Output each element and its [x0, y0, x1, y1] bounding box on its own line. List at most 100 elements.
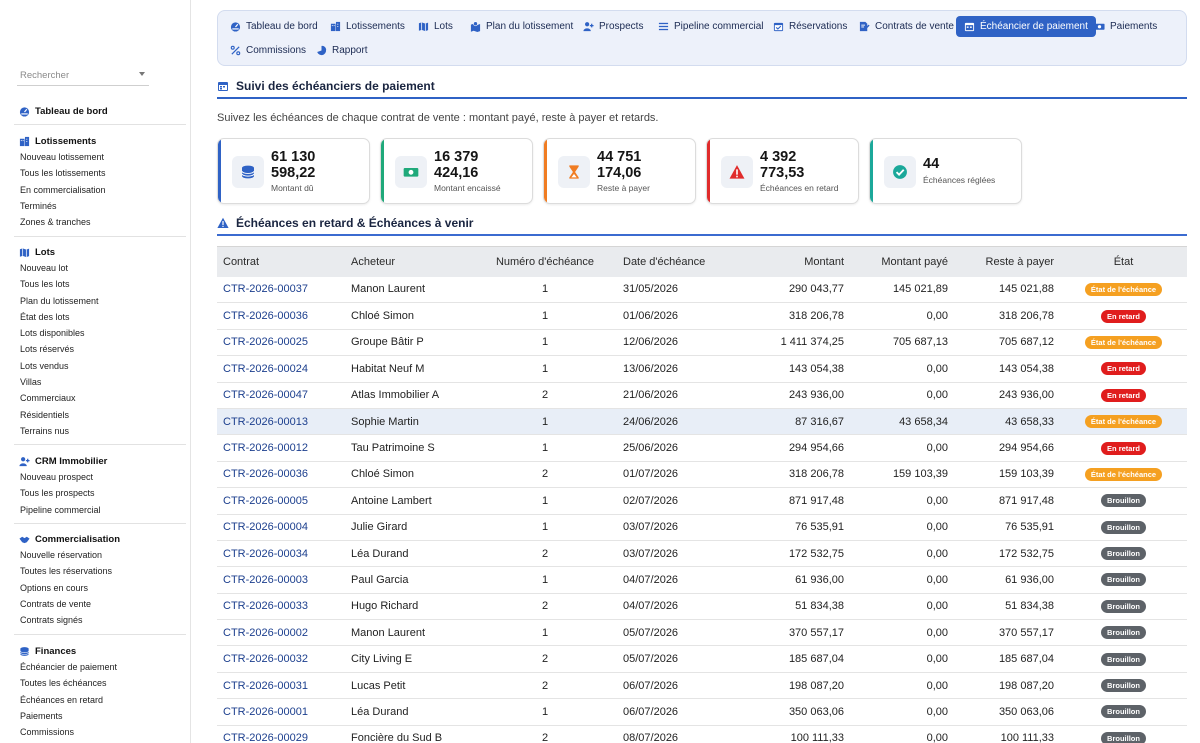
tab-1[interactable]: Lotissements: [322, 16, 413, 37]
chevron-down-icon[interactable]: [139, 72, 145, 76]
tab-8[interactable]: Échéancier de paiement: [956, 16, 1096, 37]
sidebar-item[interactable]: Échéancier de paiement: [20, 662, 118, 672]
contract-link[interactable]: CTR-2026-00004: [223, 521, 308, 534]
contract-link[interactable]: CTR-2026-00032: [223, 653, 308, 666]
tab-11[interactable]: Rapport: [308, 40, 376, 61]
sidebar-item[interactable]: Nouveau lot: [20, 263, 69, 273]
sidebar-item[interactable]: Échéances en retard: [20, 694, 104, 705]
table-row[interactable]: CTR-2026-00024 Habitat Neuf M 1 13/06/20…: [217, 355, 1187, 383]
col-numero[interactable]: Numéro d'échéance: [473, 246, 617, 277]
sidebar-item[interactable]: Commerciaux: [20, 393, 76, 404]
sidebar-item[interactable]: Tous les prospects: [20, 488, 95, 499]
sidebar-item[interactable]: Résidentiels: [20, 409, 70, 420]
contract-link[interactable]: CTR-2026-00047: [223, 389, 308, 402]
contract-link[interactable]: CTR-2026-00003: [223, 573, 308, 586]
sidebar-item[interactable]: Toutes les réservations: [20, 566, 113, 577]
sidebar-item[interactable]: Terrains nus: [20, 425, 70, 436]
contract-link[interactable]: CTR-2026-00002: [223, 626, 308, 639]
sidebar-item[interactable]: Lots disponibles: [20, 328, 85, 339]
sidebar-heading[interactable]: Lots: [14, 244, 186, 260]
tab-6[interactable]: Réservations: [765, 16, 855, 37]
sidebar-item[interactable]: Tous les lotissements: [20, 168, 106, 179]
sidebar-item[interactable]: Options en cours: [20, 582, 89, 593]
tab-5[interactable]: Pipeline commercial: [650, 16, 771, 37]
sidebar-heading[interactable]: Lotissements: [14, 133, 186, 149]
sidebar-item[interactable]: Commissions: [20, 727, 75, 738]
sidebar-item[interactable]: Lots réservés: [20, 344, 75, 355]
table-row[interactable]: CTR-2026-00034 Léa Durand 2 03/07/2026 1…: [217, 540, 1187, 568]
sidebar-heading[interactable]: CRM Immobilier: [14, 453, 186, 469]
table-row[interactable]: CTR-2026-00025 Groupe Bâtir P 1 12/06/20…: [217, 329, 1187, 357]
tab-2[interactable]: Lots: [410, 16, 461, 37]
col-paye[interactable]: Montant payé: [850, 246, 954, 277]
table-row[interactable]: CTR-2026-00003 Paul Garcia 1 04/07/2026 …: [217, 566, 1187, 594]
search-input[interactable]: Rechercher: [17, 66, 149, 86]
contract-link[interactable]: CTR-2026-00013: [223, 415, 308, 428]
table-row[interactable]: CTR-2026-00036 Chloé Simon 2 01/07/2026 …: [217, 461, 1187, 489]
contract-link[interactable]: CTR-2026-00031: [223, 679, 308, 692]
contract-link[interactable]: CTR-2026-00029: [223, 732, 308, 743]
table-row[interactable]: CTR-2026-00013 Sophie Martin 1 24/06/202…: [217, 408, 1187, 436]
tab-9[interactable]: Paiements: [1086, 16, 1165, 37]
sidebar-item[interactable]: Plan du lotissement: [20, 295, 99, 306]
contract-link[interactable]: CTR-2026-00012: [223, 442, 308, 455]
sidebar-item[interactable]: Zones & tranches: [20, 217, 91, 228]
table-row[interactable]: CTR-2026-00012 Tau Patrimoine S 1 25/06/…: [217, 434, 1187, 462]
table-row[interactable]: CTR-2026-00031 Lucas Petit 2 06/07/2026 …: [217, 672, 1187, 700]
contract-link[interactable]: CTR-2026-00005: [223, 494, 308, 507]
cell-date: 03/07/2026: [617, 540, 734, 568]
cell-acheteur: City Living E: [345, 645, 473, 673]
sidebar-heading[interactable]: Tableau de bord: [14, 103, 186, 119]
table-row[interactable]: CTR-2026-00029 Foncière du Sud B 2 08/07…: [217, 725, 1187, 743]
sidebar-item[interactable]: Lots vendus: [20, 360, 69, 371]
sidebar-item[interactable]: Villas: [20, 377, 42, 388]
contract-link[interactable]: CTR-2026-00033: [223, 600, 308, 613]
sidebar-item[interactable]: Nouveau prospect: [20, 472, 94, 482]
sidebar-item[interactable]: Nouvelle réservation: [20, 550, 103, 560]
tab-4[interactable]: Prospects: [575, 16, 651, 37]
col-acheteur[interactable]: Acheteur: [345, 246, 473, 277]
table-row[interactable]: CTR-2026-00004 Julie Girard 1 03/07/2026…: [217, 514, 1187, 541]
tab-0[interactable]: Tableau de bord: [222, 16, 326, 37]
cell-paye: 0,00: [850, 514, 954, 541]
contract-link[interactable]: CTR-2026-00025: [223, 336, 308, 349]
tab-3[interactable]: Plan du lotissement: [462, 16, 581, 37]
sidebar-item[interactable]: Terminés: [20, 200, 57, 211]
contract-link[interactable]: CTR-2026-00034: [223, 547, 308, 560]
sidebar-item[interactable]: En commercialisation: [20, 184, 106, 195]
sidebar-item[interactable]: Toutes les échéances: [20, 678, 107, 689]
cell-date: 13/06/2026: [617, 355, 734, 383]
table-row[interactable]: CTR-2026-00047 Atlas Immobilier A 2 21/0…: [217, 382, 1187, 409]
sidebar-item[interactable]: Pipeline commercial: [20, 504, 101, 515]
table-row[interactable]: CTR-2026-00037 Manon Laurent 1 31/05/202…: [217, 276, 1187, 304]
contract-link[interactable]: CTR-2026-00001: [223, 705, 308, 718]
table-row[interactable]: CTR-2026-00002 Manon Laurent 1 05/07/202…: [217, 619, 1187, 647]
sidebar-item[interactable]: Tous les lots: [20, 279, 70, 290]
sidebar-heading[interactable]: Commercialisation: [14, 531, 186, 547]
contract-link[interactable]: CTR-2026-00037: [223, 283, 308, 296]
sidebar-heading[interactable]: Finances: [14, 643, 186, 659]
col-etat[interactable]: État: [1060, 246, 1187, 277]
table-row[interactable]: CTR-2026-00032 City Living E 2 05/07/202…: [217, 645, 1187, 673]
contract-link[interactable]: CTR-2026-00036: [223, 310, 308, 323]
percent-icon: [230, 45, 241, 56]
col-date[interactable]: Date d'échéance: [617, 246, 734, 277]
table-row[interactable]: CTR-2026-00005 Antoine Lambert 1 02/07/2…: [217, 487, 1187, 515]
table-row[interactable]: CTR-2026-00033 Hugo Richard 2 04/07/2026…: [217, 593, 1187, 621]
contract-link[interactable]: CTR-2026-00024: [223, 362, 308, 375]
contract-link[interactable]: CTR-2026-00036: [223, 468, 308, 481]
table-row[interactable]: CTR-2026-00036 Chloé Simon 1 01/06/2026 …: [217, 302, 1187, 330]
sidebar-item[interactable]: État des lots: [20, 311, 70, 322]
tab-7[interactable]: Contrats de vente: [851, 16, 962, 37]
col-contrat[interactable]: Contrat: [217, 246, 345, 277]
table-row[interactable]: CTR-2026-00001 Léa Durand 1 06/07/2026 3…: [217, 698, 1187, 726]
section-title: Échéances en retard & Échéances à venir: [217, 212, 1187, 236]
sidebar-item[interactable]: Contrats de vente: [20, 598, 92, 609]
sidebar-item[interactable]: Contrats signés: [20, 615, 83, 626]
section-title-text: Échéances en retard & Échéances à venir: [236, 216, 474, 230]
sidebar-item[interactable]: Paiements: [20, 710, 63, 721]
col-montant[interactable]: Montant: [734, 246, 850, 277]
tab-10[interactable]: Commissions: [222, 40, 314, 61]
col-reste[interactable]: Reste à payer: [954, 246, 1060, 277]
sidebar-item[interactable]: Nouveau lotissement: [20, 152, 105, 162]
